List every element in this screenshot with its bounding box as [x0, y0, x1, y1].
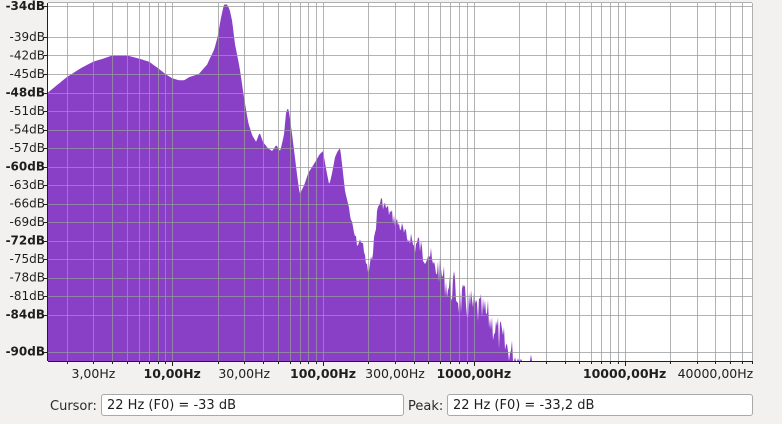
- x-tick-label: 30,00Hz: [218, 366, 270, 381]
- y-tick-label: -48dB: [6, 86, 45, 100]
- x-tick-label: 3,00Hz: [72, 366, 116, 381]
- y-tick-label: -84dB: [6, 308, 45, 322]
- y-tick-label: -75dB: [10, 252, 45, 266]
- y-tick-label: -45dB: [10, 67, 45, 81]
- y-tick-label: -54dB: [10, 123, 45, 137]
- y-tick-label: -60dB: [6, 160, 45, 174]
- y-tick-label: -72dB: [6, 234, 45, 248]
- cursor-label: Cursor:: [50, 399, 97, 414]
- y-tick-label: -66dB: [10, 197, 45, 211]
- y-tick-label: -39dB: [10, 30, 45, 44]
- x-tick-label: 1000,00Hz: [436, 366, 511, 381]
- grid-lines-overlay: [48, 3, 753, 361]
- y-tick-label: -34dB: [6, 0, 45, 13]
- y-tick-label: -42dB: [10, 49, 45, 63]
- x-tick-label: 100,00Hz: [290, 366, 356, 381]
- y-tick-label: -78dB: [10, 271, 45, 285]
- y-tick-label: -51dB: [10, 104, 45, 118]
- peak-label: Peak:: [408, 399, 444, 414]
- y-tick-label: -69dB: [10, 215, 45, 229]
- x-tick-label: 300,00Hz: [365, 366, 425, 381]
- peak-readout-field[interactable]: 22 Hz (F0) = -33,2 dB: [447, 394, 753, 416]
- x-axis-tick-labels: 3,00Hz 10,00Hz 30,00Hz 100,00Hz 300,00Hz 1000…: [67, 361, 754, 381]
- y-tick-label: -90dB: [6, 345, 45, 359]
- y-tick-label: -81dB: [10, 289, 45, 303]
- cursor-readout-field[interactable]: 22 Hz (F0) = -33 dB: [101, 394, 404, 416]
- x-tick-label: 10,00Hz: [144, 366, 201, 381]
- y-axis-tick-labels: -34dB -39dB -42dB -45dB -48dB -51dB -54dB -57dB…: [6, 0, 48, 359]
- x-tick-label: 40000,00Hz: [678, 366, 754, 381]
- x-tick-label: 10000,00Hz: [583, 366, 666, 381]
- y-tick-label: -63dB: [10, 178, 45, 192]
- y-tick-label: -57dB: [10, 141, 45, 155]
- readout-bar: Cursor: 22 Hz (F0) = -33 dB Peak: 22 Hz …: [0, 390, 782, 424]
